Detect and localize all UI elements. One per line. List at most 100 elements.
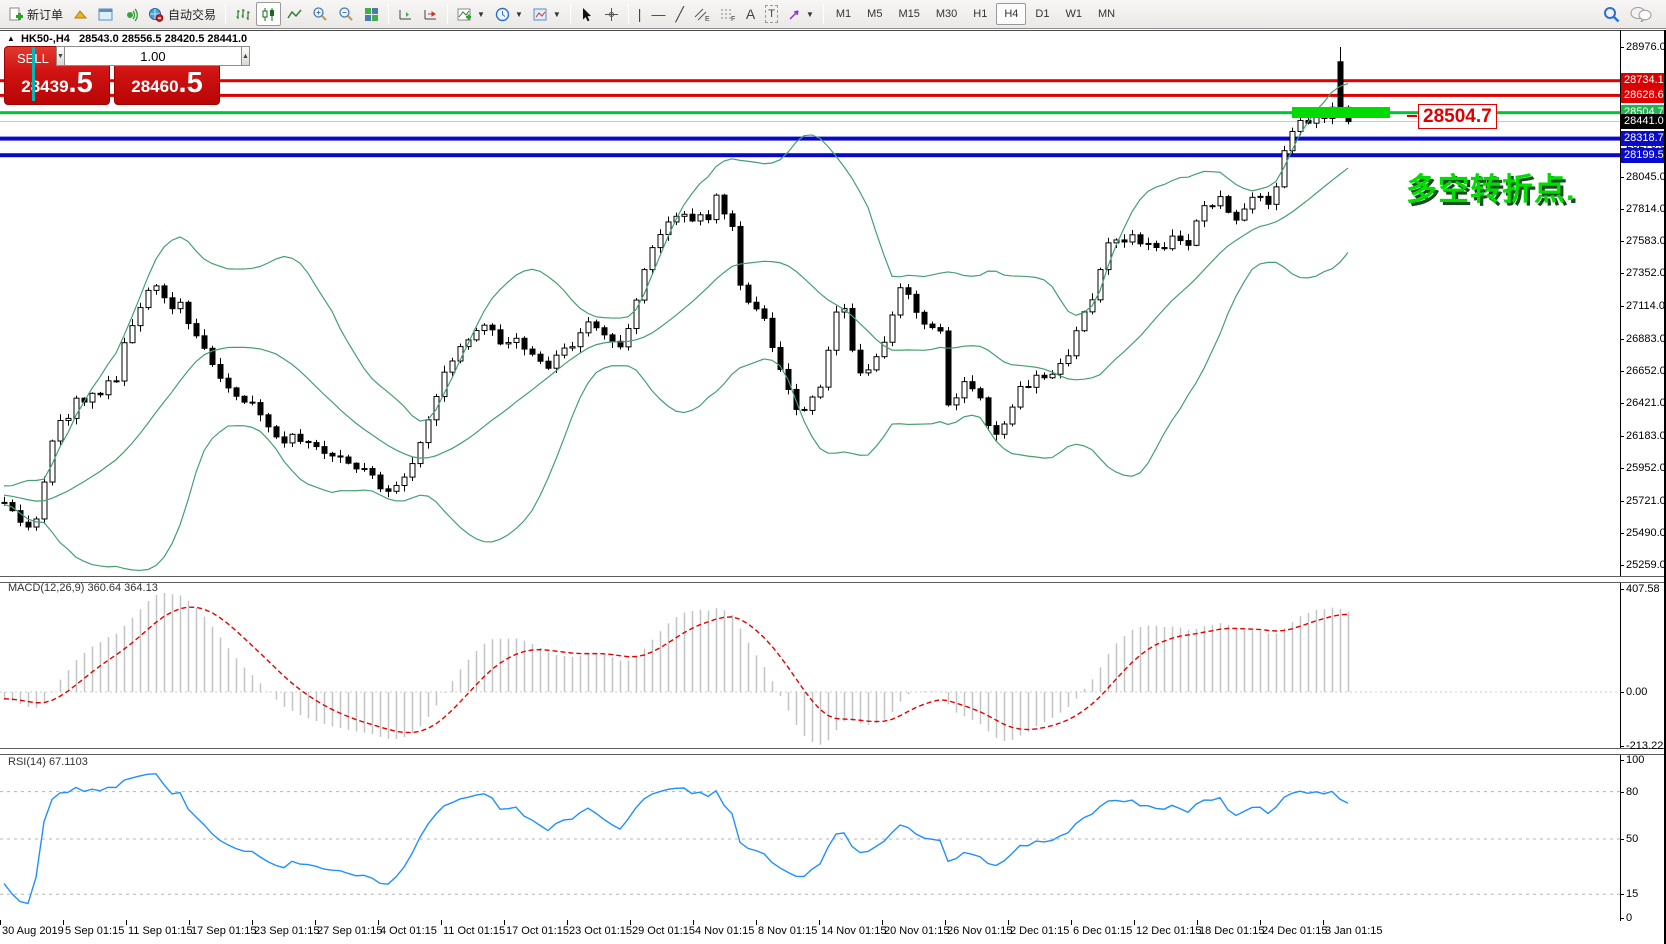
channel-button[interactable]: E (690, 2, 714, 26)
horizontal-line-button[interactable]: — (647, 2, 669, 26)
time-axis-tickmark (693, 920, 694, 925)
price-axis-tickmark (1620, 532, 1624, 534)
time-axis-label: 4 Oct 01:15 (380, 925, 437, 937)
time-axis-label: 26 Nov 01:15 (947, 925, 1013, 937)
time-axis-tickmark (63, 920, 64, 925)
macd-axis-tick: -213.22 (1626, 739, 1664, 752)
indicators-button[interactable]: ▼ (453, 2, 489, 26)
time-axis-tickmark (630, 920, 631, 925)
time-axis-label: 4 Nov 01:15 (695, 925, 755, 937)
time-axis-label: 11 Sep 01:15 (128, 925, 193, 937)
time-axis-tickmark (126, 920, 127, 925)
fibonacci-button[interactable]: F (716, 2, 740, 26)
tab-m30[interactable]: M30 (935, 8, 958, 20)
time-axis-label: 29 Oct 01:15 (632, 925, 695, 937)
rsi-axis-tick: 0 (1626, 912, 1633, 924)
zoom-out-button[interactable] (334, 2, 358, 26)
volume-increase-button[interactable]: ▲ (240, 46, 250, 66)
green-bar-object[interactable] (1292, 107, 1390, 119)
tab-d1[interactable]: D1 (1035, 8, 1050, 20)
window-right-border (1664, 30, 1666, 944)
market-watch-button[interactable] (94, 2, 117, 26)
svg-text:F: F (731, 16, 735, 22)
bar-chart-mode-button[interactable] (231, 2, 254, 26)
templates-button[interactable]: ▼ (529, 2, 565, 26)
time-axis-tickmark (504, 920, 505, 925)
panel-separator-rsi[interactable] (0, 748, 1666, 755)
time-axis-tickmark (1197, 920, 1198, 925)
price-axis-tick: 26883.0 (1626, 332, 1666, 345)
panel-separator-macd[interactable] (0, 576, 1666, 583)
zoom-in-button[interactable] (308, 2, 332, 26)
time-axis-label: 3 Jan 01:15 (1325, 925, 1383, 937)
rsi-axis-tick: 15 (1626, 888, 1639, 901)
price-callout-label[interactable]: 28504.7 (1418, 104, 1497, 129)
vertical-line-object[interactable] (32, 47, 35, 101)
tab-m1[interactable]: M1 (835, 8, 852, 20)
chevron-down-icon: ▼ (805, 9, 814, 19)
signal-button[interactable] (119, 2, 142, 26)
tab-m5[interactable]: M5 (867, 8, 883, 20)
time-axis-tickmark (1323, 920, 1324, 925)
tile-windows-button[interactable] (360, 2, 383, 26)
rsi-axis-tickmark (1620, 894, 1624, 896)
vertical-line-button[interactable]: | (634, 2, 646, 26)
toolbar-separator (822, 4, 824, 24)
trendline-button[interactable]: ╱ (671, 2, 687, 26)
tab-mn[interactable]: MN (1097, 8, 1116, 20)
auto-trading-button[interactable]: 自动交易 (144, 2, 220, 26)
chart-shift-button[interactable] (419, 2, 442, 26)
cursor-button[interactable] (576, 2, 598, 26)
text-label-button[interactable]: T (761, 2, 782, 26)
periods-button[interactable]: ▼ (491, 2, 527, 26)
time-axis-label: 2 Dec 01:15 (1010, 925, 1070, 937)
price-level-badge: 28318.7 (1621, 131, 1666, 147)
trendline-icon: ╱ (675, 6, 684, 22)
tab-h1[interactable]: H1 (973, 8, 988, 20)
fibonacci-icon: F (720, 9, 735, 22)
crosshair-button[interactable] (600, 2, 623, 26)
price-axis-tickmark (1620, 370, 1624, 372)
time-axis-tickmark (189, 920, 190, 925)
volume-input[interactable] (64, 46, 241, 66)
auto-trading-label: 自动交易 (168, 7, 217, 22)
vertical-line-icon: | (637, 6, 642, 22)
arrows-button[interactable]: ▼ (784, 2, 818, 26)
search-icon[interactable] (1603, 6, 1620, 23)
tab-h4[interactable]: H4 (996, 3, 1027, 25)
price-axis-tick: 26652.0 (1626, 364, 1666, 377)
text-label-icon: T (765, 5, 778, 23)
tab-w1[interactable]: W1 (1065, 8, 1082, 20)
toolbar-separator (569, 4, 571, 24)
toolbar-separator (627, 4, 629, 24)
chart-annotation-text[interactable]: 多空转折点. (1406, 172, 1576, 207)
line-chart-mode-button[interactable] (283, 2, 306, 26)
chat-icon[interactable] (1630, 6, 1652, 22)
price-level-badge: 28441.0 (1621, 114, 1666, 130)
new-order-button[interactable]: 新订单 (4, 2, 67, 26)
auto-scroll-button[interactable] (394, 2, 417, 26)
price-axis-tickmark (1620, 241, 1624, 243)
arrows-icon (789, 9, 799, 19)
crosshair-icon (604, 7, 618, 21)
rsi-axis-tick: 100 (1626, 754, 1645, 766)
volume-decrease-button[interactable]: ▼ (56, 46, 65, 66)
price-axis-tick: 25952.0 (1626, 462, 1666, 475)
time-axis-tickmark (441, 920, 442, 925)
symbol-ohlc-values: 28543.0 28556.5 28420.5 28441.0 (78, 33, 248, 45)
market-watch-icon (98, 8, 113, 20)
sell-price: 28439.5 (21, 67, 93, 99)
tab-m15[interactable]: M15 (898, 8, 920, 20)
candlestick-icon (262, 7, 275, 21)
tile-windows-icon (365, 7, 379, 21)
symbol-info-line: ▲ HK50-,H4 28543.0 28556.5 28420.5 28441… (7, 33, 247, 45)
rsi-axis-tickmark (1620, 791, 1624, 793)
time-axis-tickmark (1134, 920, 1135, 925)
time-axis-tickmark (1260, 920, 1261, 925)
text-button[interactable]: A (742, 2, 759, 26)
price-level-badge: 28734.1 (1621, 73, 1666, 89)
templates-icon (533, 8, 547, 20)
candlestick-mode-button[interactable] (256, 2, 282, 26)
profile-button[interactable] (69, 2, 92, 26)
